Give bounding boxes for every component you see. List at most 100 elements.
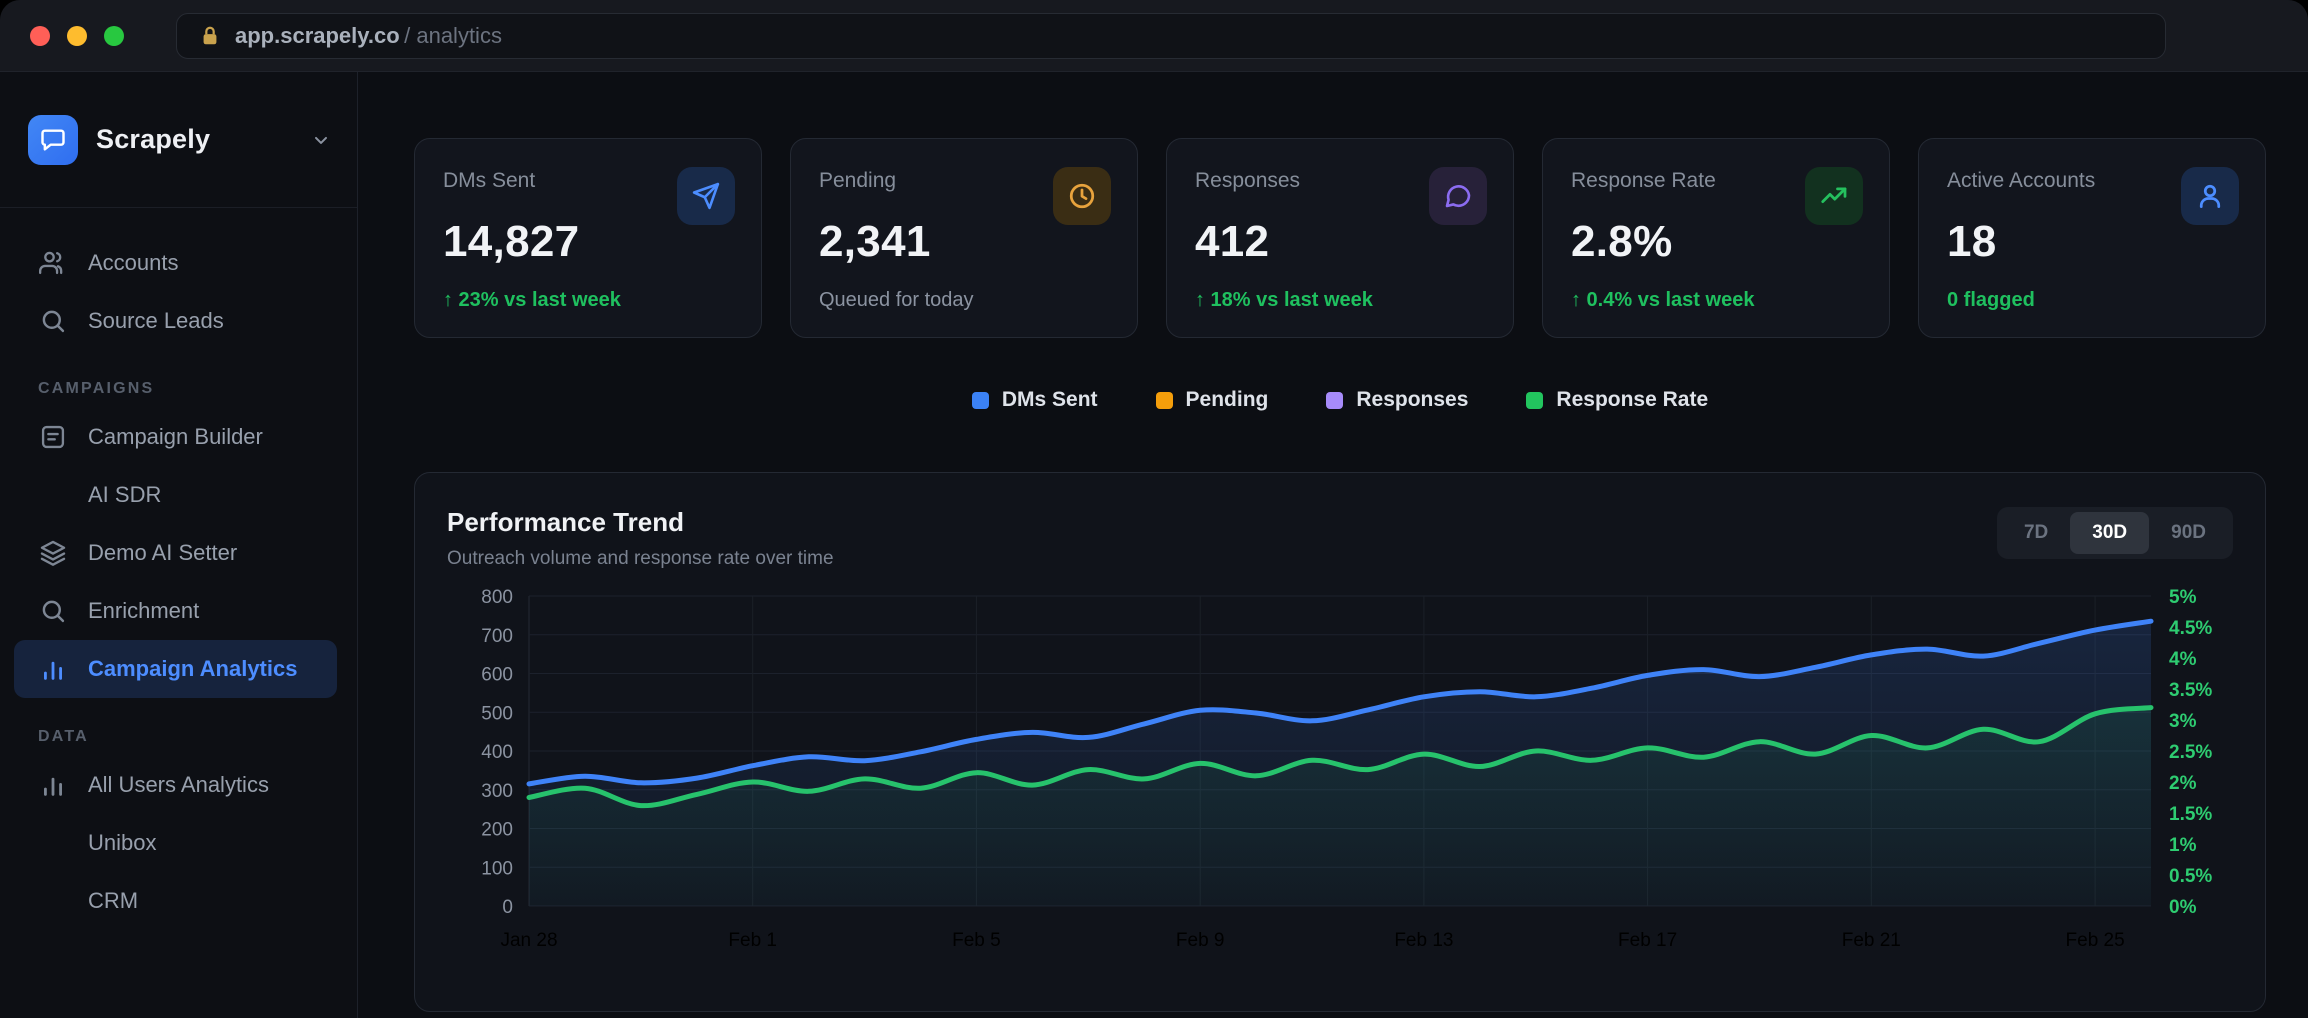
left-axis-tick: 200 (481, 820, 513, 841)
close-window-button[interactable] (30, 26, 50, 46)
address-bar[interactable]: app.scrapely.co / analytics (176, 13, 2166, 59)
stat-card-responses: Responses412↑ 18% vs last week (1166, 138, 1514, 338)
brand-name: Scrapely (96, 124, 210, 155)
search-icon (38, 307, 68, 335)
lock-icon (199, 25, 221, 47)
sidebar: Scrapely Accounts Source Leads CAMPAIGNS Ca… (0, 72, 358, 1018)
chart-subtitle: Outreach volume and response rate over t… (447, 548, 834, 570)
sidebar-nav: Accounts Source Leads CAMPAIGNS Campaign Bu… (0, 208, 357, 930)
stat-delta: ↑ 18% vs last week (1195, 289, 1485, 312)
sidebar-item-unibox[interactable]: Unibox (14, 814, 337, 872)
left-axis-tick: 800 (481, 588, 513, 608)
builder-icon (38, 423, 68, 451)
stat-card-dms-sent: DMs Sent14,827↑ 23% vs last week (414, 138, 762, 338)
layers-icon (38, 539, 68, 567)
right-axis-tick: 0.5% (2169, 866, 2212, 887)
sidebar-item-label: Unibox (88, 830, 156, 856)
sidebar-section-campaigns: CAMPAIGNS (0, 380, 357, 398)
legend-item-responses[interactable]: Responses (1326, 388, 1468, 412)
left-axis-tick: 600 (481, 665, 513, 686)
sidebar-section-data: DATA (0, 728, 357, 746)
legend-swatch (1156, 392, 1173, 409)
x-axis-tick: Jan 28 (500, 930, 557, 951)
x-axis-tick: Feb 9 (1176, 930, 1225, 951)
legend-swatch (1526, 392, 1543, 409)
legend-swatch (1326, 392, 1343, 409)
x-axis-tick: Feb 21 (1842, 930, 1901, 951)
right-axis-tick: 4% (2169, 649, 2197, 670)
chart-icon (38, 771, 68, 799)
stat-delta: Queued for today (819, 289, 1109, 312)
user-icon (2181, 167, 2239, 225)
left-axis-tick: 300 (481, 781, 513, 802)
chart-icon (38, 655, 68, 683)
minimize-window-button[interactable] (67, 26, 87, 46)
legend-item-response-rate[interactable]: Response Rate (1526, 388, 1708, 412)
sidebar-item-label: All Users Analytics (88, 772, 269, 798)
sidebar-item-campaign-analytics[interactable]: Campaign Analytics (14, 640, 337, 698)
right-axis-tick: 2% (2169, 773, 2197, 794)
x-axis-tick: Feb 17 (1618, 930, 1677, 951)
sidebar-item-accounts[interactable]: Accounts (14, 234, 337, 292)
trend-chart[interactable]: 01002003004005006007008000%0.5%1%1.5%2%2… (447, 588, 2233, 992)
chart-legend: DMs Sent Pending Responses Response Rate (414, 388, 2266, 412)
main-content: DMs Sent14,827↑ 23% vs last weekPending2… (358, 72, 2308, 1018)
sidebar-item-all-users-analytics[interactable]: All Users Analytics (14, 756, 337, 814)
browser-topbar: app.scrapely.co / analytics (0, 0, 2308, 72)
stat-delta: 0 flagged (1947, 289, 2237, 312)
stat-delta: ↑ 23% vs last week (443, 289, 733, 312)
app-window: app.scrapely.co / analytics Scrapely Acc… (0, 0, 2308, 1018)
legend-item-pending[interactable]: Pending (1156, 388, 1269, 412)
x-axis-tick: Feb 5 (952, 930, 1001, 951)
sidebar-item-crm[interactable]: CRM (14, 872, 337, 930)
x-axis-tick: Feb 13 (1394, 930, 1453, 951)
stat-card-active-accounts: Active Accounts180 flagged (1918, 138, 2266, 338)
range-7d-button[interactable]: 7D (2002, 512, 2070, 554)
sidebar-item-campaign-builder[interactable]: Campaign Builder (14, 408, 337, 466)
x-axis-tick: Feb 25 (2066, 930, 2125, 951)
range-90d-button[interactable]: 90D (2149, 512, 2228, 554)
left-axis-tick: 100 (481, 858, 513, 879)
maximize-window-button[interactable] (104, 26, 124, 46)
time-range-selector: 7D30D90D (1997, 507, 2233, 559)
chart-header: Performance Trend Outreach volume and re… (447, 507, 2233, 570)
sidebar-item-ai-sdr[interactable]: AI SDR (14, 466, 337, 524)
window-controls (30, 26, 124, 46)
right-axis-tick: 0% (2169, 897, 2197, 918)
sidebar-item-label: Demo AI Setter (88, 540, 237, 566)
sidebar-item-source-leads[interactable]: Source Leads (14, 292, 337, 350)
url-host: app.scrapely.co (235, 23, 400, 48)
left-axis-tick: 400 (481, 742, 513, 763)
workspace-switcher[interactable]: Scrapely (0, 72, 357, 208)
right-axis-tick: 3.5% (2169, 680, 2212, 701)
search-icon (38, 597, 68, 625)
sidebar-item-demo-ai-setter[interactable]: Demo AI Setter (14, 524, 337, 582)
right-axis-tick: 3% (2169, 711, 2197, 732)
legend-label: Pending (1186, 388, 1269, 412)
stat-card-response-rate: Response Rate2.8%↑ 0.4% vs last week (1542, 138, 1890, 338)
url-path: / analytics (404, 23, 502, 48)
sidebar-item-label: Campaign Builder (88, 424, 263, 450)
right-axis-tick: 2.5% (2169, 742, 2212, 763)
scrapely-logo-icon (28, 115, 78, 165)
sidebar-item-label: AI SDR (88, 482, 161, 508)
stat-cards-row: DMs Sent14,827↑ 23% vs last weekPending2… (414, 138, 2266, 338)
sidebar-item-label: Accounts (88, 250, 179, 276)
x-axis-tick: Feb 1 (728, 930, 777, 951)
legend-swatch (972, 392, 989, 409)
send-icon (677, 167, 735, 225)
chevron-down-icon (311, 130, 331, 150)
range-30d-button[interactable]: 30D (2070, 512, 2149, 554)
sidebar-item-label: Campaign Analytics (88, 656, 297, 682)
legend-item-dms-sent[interactable]: DMs Sent (972, 388, 1098, 412)
right-axis-tick: 5% (2169, 588, 2197, 608)
sidebar-item-enrichment[interactable]: Enrichment (14, 582, 337, 640)
sidebar-item-label: Source Leads (88, 308, 224, 334)
trend-icon (1805, 167, 1863, 225)
users-icon (38, 249, 68, 277)
trend-chart-svg: 01002003004005006007008000%0.5%1%1.5%2%2… (447, 588, 2233, 992)
legend-label: Response Rate (1556, 388, 1708, 412)
left-axis-tick: 500 (481, 703, 513, 724)
legend-label: Responses (1356, 388, 1468, 412)
stat-card-pending: Pending2,341Queued for today (790, 138, 1138, 338)
